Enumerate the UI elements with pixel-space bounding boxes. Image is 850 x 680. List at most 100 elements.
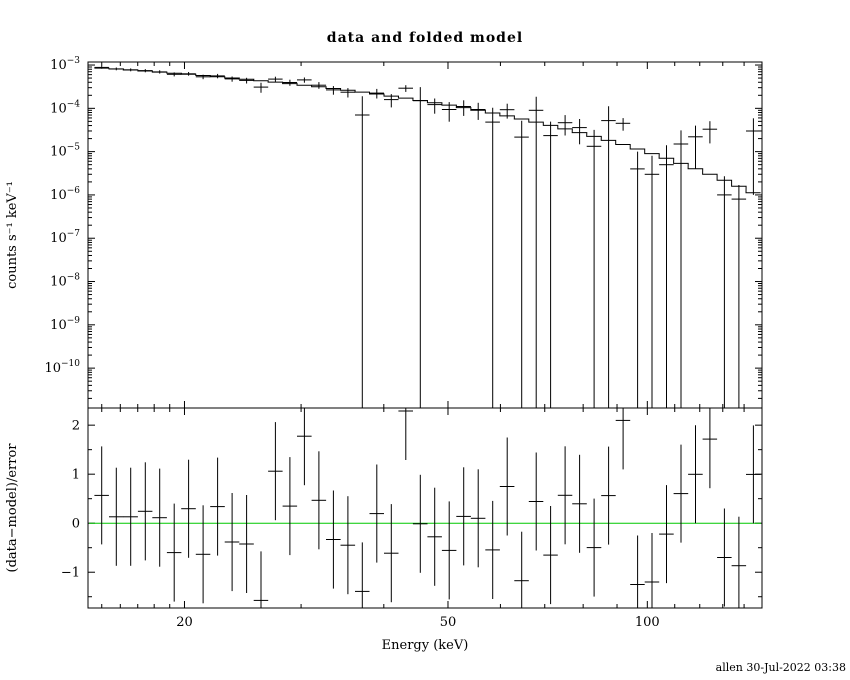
- timestamp: allen 30-Jul-2022 03:38: [716, 661, 846, 674]
- residual-point: [717, 508, 732, 607]
- model-curve: [94, 67, 761, 194]
- residual-point: [398, 408, 413, 460]
- data-point: [485, 107, 500, 408]
- residual-point: [224, 493, 240, 592]
- plot-title: data and folded model: [327, 30, 523, 46]
- data-point: [311, 82, 327, 89]
- y-tick-label: 10−9: [50, 316, 80, 333]
- residual-point: [152, 468, 167, 567]
- data-point: [528, 96, 544, 408]
- data-point: [746, 118, 761, 195]
- data-point: [514, 120, 529, 408]
- data-point: [615, 118, 631, 131]
- y-axis-label-top: counts s⁻¹ keV⁻¹: [5, 181, 20, 289]
- residual-point: [166, 503, 182, 602]
- bottom-panel-frame: [87, 407, 763, 609]
- data-point: [731, 185, 747, 408]
- residual-point: [427, 487, 442, 586]
- residual-point: [210, 457, 225, 556]
- residual-point: [239, 495, 254, 593]
- residual-point: [137, 462, 153, 561]
- y-axis-label-bottom: (data−model)/error: [5, 443, 20, 573]
- data-point: [297, 77, 312, 83]
- residual-point: [485, 500, 500, 599]
- data-point: [630, 151, 645, 408]
- residual-point: [514, 531, 529, 608]
- residual-point: [268, 422, 283, 521]
- data-point: [109, 67, 124, 71]
- residual-point: [731, 516, 747, 608]
- data-point: [601, 106, 616, 408]
- residual-point: [181, 459, 196, 558]
- residual-point: [253, 551, 269, 608]
- data-point: [282, 79, 298, 86]
- y-tick-label: 1: [72, 468, 80, 483]
- data-point: [673, 130, 689, 408]
- y-tick-label: 10−8: [50, 273, 80, 290]
- data-point: [398, 85, 413, 92]
- residual-point: [746, 425, 761, 524]
- residual-point: [470, 469, 486, 568]
- residual-point: [630, 535, 645, 608]
- data-point: [369, 88, 384, 99]
- data-point: [195, 74, 211, 80]
- y-tick-label: 2: [72, 419, 80, 434]
- residual-point: [586, 498, 602, 597]
- residual-point: [688, 425, 703, 524]
- data-point: [355, 96, 370, 408]
- data-point: [94, 66, 109, 69]
- data-point: [543, 121, 558, 408]
- residual-point: [412, 474, 428, 573]
- data-point: [717, 176, 732, 408]
- data-point: [181, 72, 196, 76]
- data-point: [152, 70, 167, 74]
- data-point: [137, 69, 153, 73]
- residual-point: [441, 501, 457, 600]
- residual-point: [340, 496, 356, 595]
- x-tick-label: 50: [440, 615, 457, 630]
- residual-point: [456, 467, 471, 566]
- data-point: [644, 155, 660, 408]
- residual-point: [528, 452, 544, 551]
- residual-point: [644, 533, 660, 608]
- y-tick-label: 10−3: [50, 56, 80, 73]
- residual-point: [355, 542, 370, 608]
- data-point: [659, 145, 674, 408]
- data-point: [427, 98, 442, 114]
- data-point: [456, 100, 471, 116]
- residual-point: [94, 446, 109, 545]
- residual-point: [601, 446, 616, 545]
- residual-point: [326, 490, 341, 589]
- x-axis-label: Energy (keV): [382, 638, 469, 653]
- residual-point: [384, 504, 399, 603]
- data-point: [340, 88, 356, 98]
- residual-point: [702, 408, 718, 489]
- residual-point: [557, 446, 573, 545]
- data-point: [441, 102, 457, 122]
- data-point: [166, 72, 182, 77]
- data-point: [253, 82, 269, 93]
- residual-point: [499, 437, 515, 536]
- data-point: [702, 121, 718, 144]
- data-point: [557, 115, 573, 136]
- model-curve-group: [94, 67, 761, 194]
- x-tick-label: 20: [176, 615, 193, 630]
- residual-point: [311, 451, 327, 550]
- data-point: [572, 119, 587, 145]
- data-point: [224, 76, 240, 82]
- data-point: [586, 129, 602, 408]
- residual-point: [572, 454, 587, 553]
- y-tick-label: 10−10: [44, 359, 80, 376]
- residual-point: [659, 485, 674, 584]
- data-point: [384, 94, 399, 108]
- data-point: [210, 73, 225, 79]
- residual-point: [297, 408, 312, 486]
- y-tick-label: −1: [61, 566, 80, 581]
- residual-point: [369, 464, 384, 563]
- residual-point: [673, 444, 689, 543]
- residual-point: [282, 457, 298, 556]
- top-panel-frame: [87, 61, 763, 409]
- residual-point: [123, 467, 138, 566]
